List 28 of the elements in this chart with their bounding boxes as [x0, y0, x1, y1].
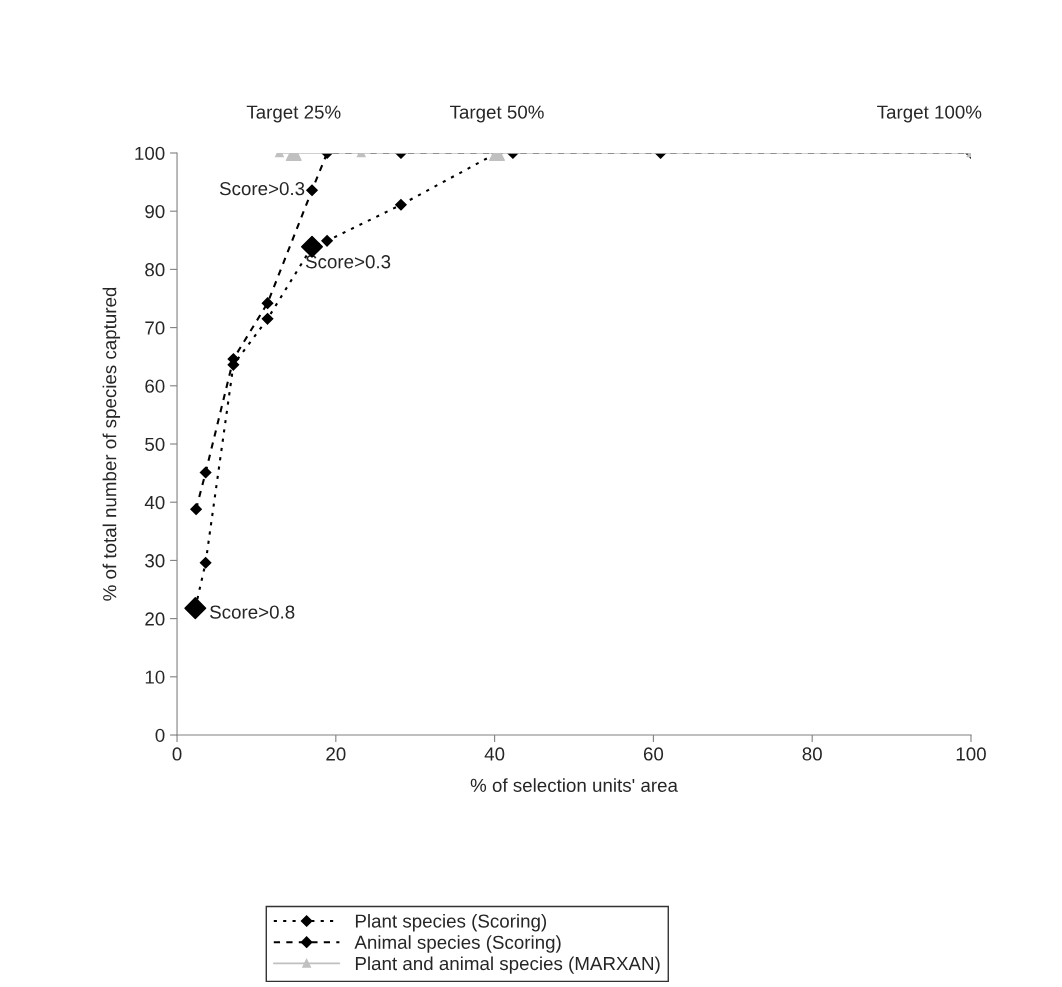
annotation: Score>0.3: [219, 181, 305, 196]
x-axis-title: % of selection units' area: [470, 778, 678, 792]
annotation: Score>0.3: [305, 255, 391, 269]
y-tick-label: 20: [145, 612, 165, 626]
annotation: Score>0.8: [210, 605, 295, 619]
x-tick-label: 20: [326, 747, 346, 761]
y-tick-label: 60: [145, 379, 165, 393]
y-tick-label: 50: [145, 437, 165, 451]
y-tick-label: 40: [144, 495, 165, 510]
annotation: Target 100%: [877, 105, 982, 123]
legend-label: Plant and animal species (MARXAN): [355, 956, 660, 974]
x-tick-label: 80: [802, 747, 822, 761]
legend-label: Animal species (Scoring): [354, 935, 561, 953]
y-tick-label: 70: [145, 321, 165, 335]
x-tick-label: 0: [172, 747, 182, 761]
legend-label: Plant species (Scoring): [355, 913, 547, 932]
annotation: Target 25%: [246, 105, 341, 123]
y-tick-label: 90: [145, 204, 165, 219]
x-tick-label: 40: [484, 747, 505, 761]
x-tick-label: 60: [643, 747, 664, 761]
x-tick-label: 100: [956, 747, 986, 761]
annotation: Target 50%: [450, 105, 544, 123]
y-tick-label: 30: [145, 554, 165, 568]
y-tick-label: 10: [145, 670, 165, 684]
y-tick-label: 100: [135, 146, 165, 160]
y-axis-title: % of total number of species captured: [102, 287, 121, 601]
y-tick-label: 0: [155, 728, 165, 742]
y-tick-label: 80: [145, 263, 165, 277]
